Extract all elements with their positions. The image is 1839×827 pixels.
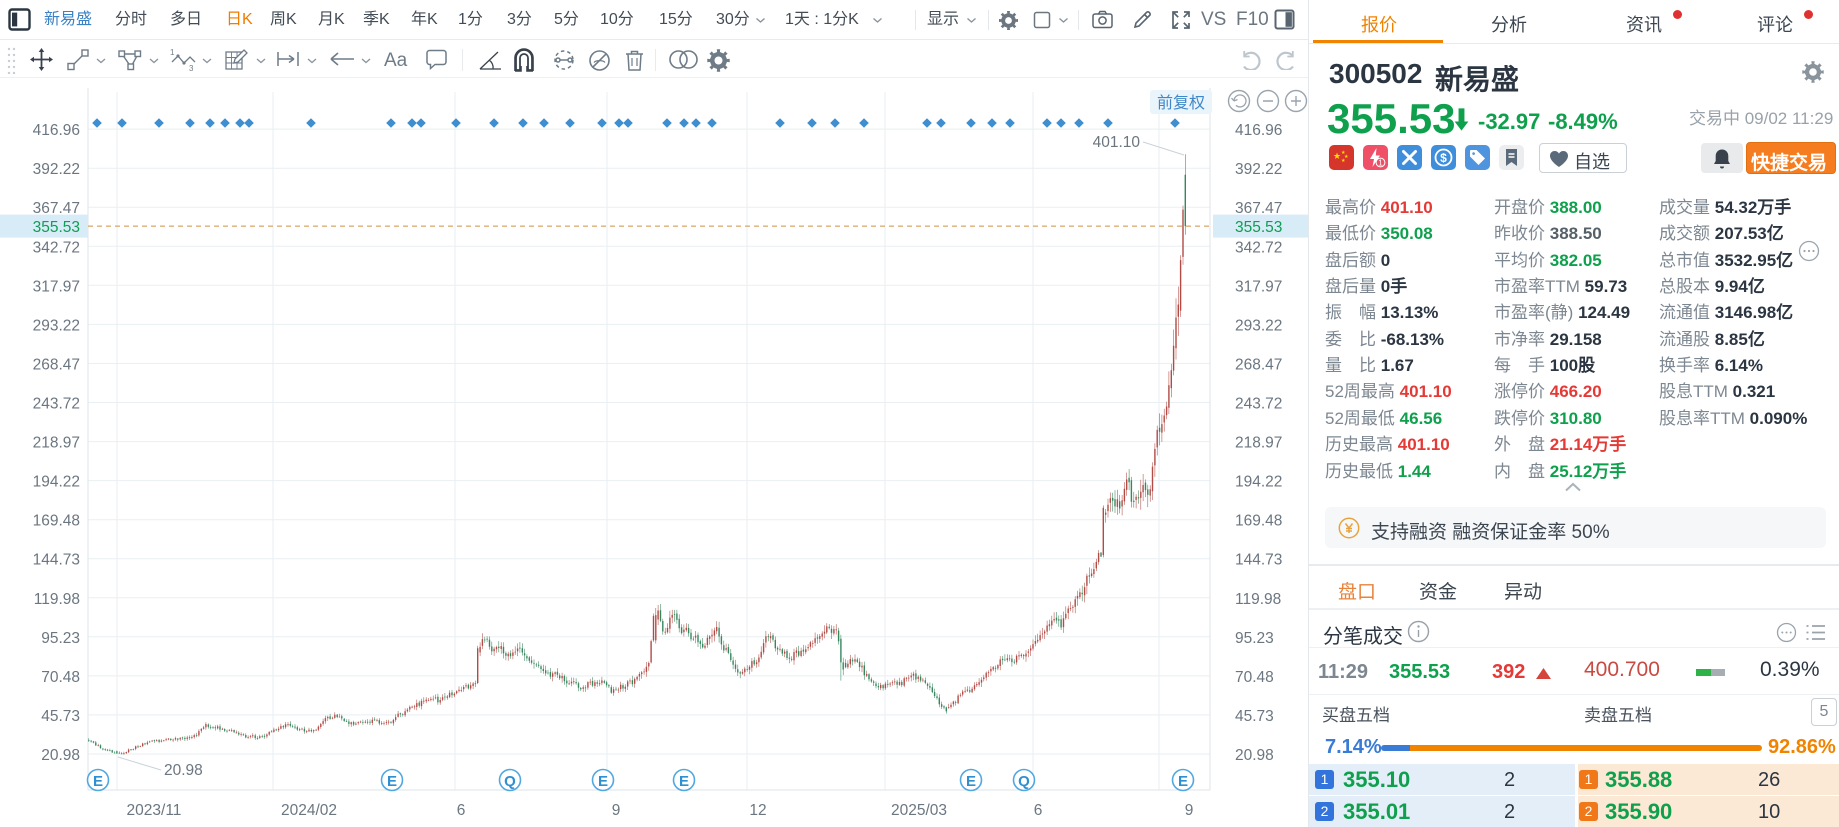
svg-text:20.98: 20.98 [1235, 747, 1274, 764]
svg-text:218.97: 218.97 [33, 435, 80, 452]
svg-text:1: 1 [170, 48, 175, 57]
svg-text:Q: Q [504, 773, 516, 790]
svg-text:2025/03: 2025/03 [891, 802, 947, 819]
svg-text:243.72: 243.72 [33, 396, 80, 413]
svg-text:268.47: 268.47 [33, 357, 80, 374]
svg-text:E: E [387, 773, 397, 790]
svg-text:E: E [93, 773, 103, 790]
svg-text:6: 6 [457, 802, 466, 819]
svg-text:317.97: 317.97 [33, 278, 80, 295]
svg-text:20.98: 20.98 [41, 747, 80, 764]
svg-text:367.47: 367.47 [1235, 200, 1282, 217]
svg-text:E: E [679, 773, 689, 790]
svg-text:416.96: 416.96 [1235, 122, 1282, 139]
svg-text:2023/11: 2023/11 [127, 802, 182, 819]
svg-text:416.96: 416.96 [33, 122, 80, 139]
svg-text:194.22: 194.22 [1235, 474, 1282, 491]
svg-text:70.48: 70.48 [1235, 669, 1274, 686]
svg-text:2024/02: 2024/02 [281, 802, 337, 819]
svg-text:95.23: 95.23 [1235, 630, 1274, 647]
svg-text:Q: Q [1018, 773, 1030, 790]
svg-text:9: 9 [612, 802, 621, 819]
svg-text:293.22: 293.22 [33, 317, 80, 334]
svg-text:144.73: 144.73 [33, 552, 80, 569]
svg-text:293.22: 293.22 [1235, 317, 1282, 334]
svg-text:169.48: 169.48 [33, 513, 80, 530]
svg-text:20.98: 20.98 [164, 762, 203, 779]
svg-text:243.72: 243.72 [1235, 396, 1282, 413]
svg-text:367.47: 367.47 [33, 200, 80, 217]
svg-text:401.10: 401.10 [1093, 134, 1141, 151]
svg-text:70.48: 70.48 [41, 669, 80, 686]
svg-text:194.22: 194.22 [33, 474, 80, 491]
svg-text:95.23: 95.23 [41, 630, 80, 647]
svg-text:342.72: 342.72 [33, 239, 80, 256]
svg-text:392.22: 392.22 [1235, 161, 1282, 178]
svg-text:$: $ [1440, 151, 1447, 165]
svg-text:355.53: 355.53 [1235, 219, 1282, 236]
svg-text:268.47: 268.47 [1235, 357, 1282, 374]
svg-text:355.53: 355.53 [33, 219, 80, 236]
svg-text:9: 9 [1185, 802, 1194, 819]
svg-text:12: 12 [749, 802, 766, 819]
svg-text:★: ★ [1341, 150, 1346, 156]
svg-text:342.72: 342.72 [1235, 239, 1282, 256]
svg-text:119.98: 119.98 [1235, 591, 1281, 608]
svg-text:218.97: 218.97 [1235, 435, 1282, 452]
svg-text:169.48: 169.48 [1235, 513, 1282, 530]
svg-text:★: ★ [1333, 151, 1341, 161]
svg-text:317.97: 317.97 [1235, 278, 1282, 295]
svg-text:6: 6 [1034, 802, 1043, 819]
svg-text:E: E [966, 773, 976, 790]
svg-text:392.22: 392.22 [33, 161, 80, 178]
svg-text:★: ★ [1344, 154, 1349, 160]
svg-text:E: E [598, 773, 608, 790]
svg-text:45.73: 45.73 [41, 708, 80, 725]
svg-text:119.98: 119.98 [34, 591, 80, 608]
svg-text:45.73: 45.73 [1235, 708, 1274, 725]
svg-text:3: 3 [189, 64, 194, 72]
svg-text:144.73: 144.73 [1235, 552, 1282, 569]
svg-text:前复权: 前复权 [1157, 94, 1205, 112]
svg-text:E: E [1178, 773, 1188, 790]
svg-text:1: 1 [1378, 158, 1383, 167]
svg-text:★: ★ [1341, 158, 1346, 164]
